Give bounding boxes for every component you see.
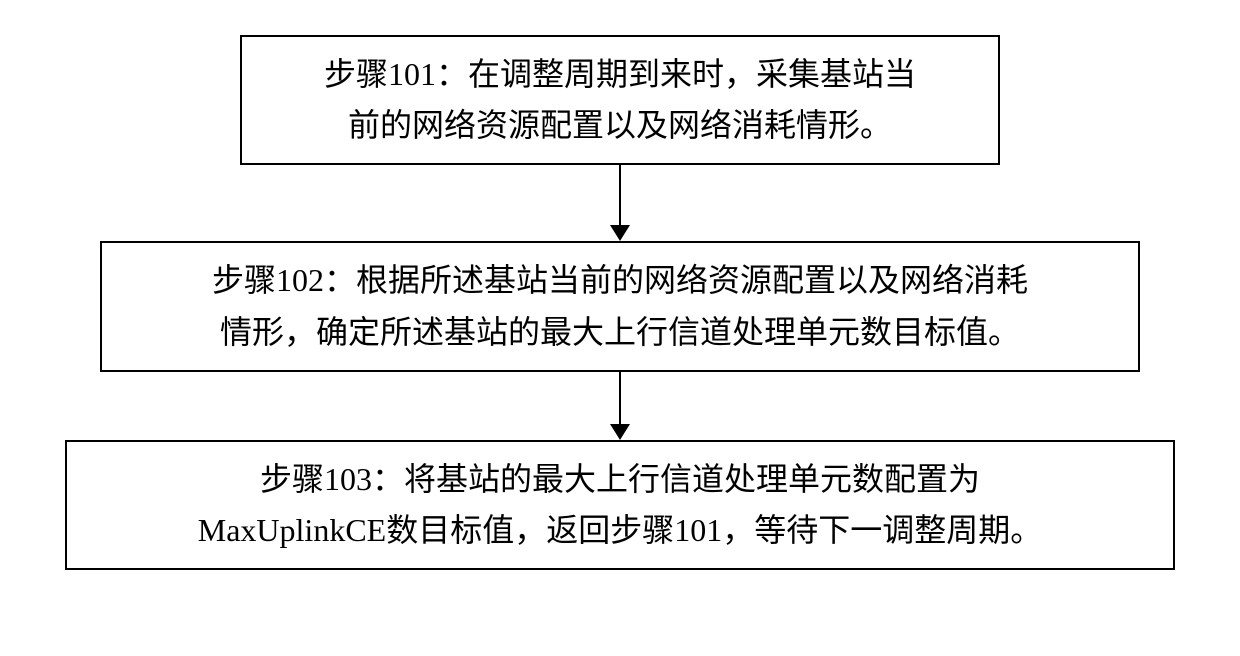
arrow-1-head bbox=[610, 225, 630, 241]
arrow-2 bbox=[610, 372, 630, 440]
flowchart-container: 步骤101：在调整周期到来时，采集基站当 前的网络资源配置以及网络消耗情形。 步… bbox=[65, 35, 1175, 570]
step-103-line1: 步骤103：将基站的最大上行信道处理单元数配置为 bbox=[260, 461, 980, 497]
step-101-box: 步骤101：在调整周期到来时，采集基站当 前的网络资源配置以及网络消耗情形。 bbox=[240, 35, 1000, 165]
step-101-line1: 步骤101：在调整周期到来时，采集基站当 bbox=[324, 56, 916, 92]
step-102-line2: 情形，确定所述基站的最大上行信道处理单元数目标值。 bbox=[220, 314, 1020, 350]
step-103-line2: MaxUplinkCE数目标值，返回步骤101，等待下一调整周期。 bbox=[198, 512, 1042, 548]
arrow-2-head bbox=[610, 424, 630, 440]
step-103-box: 步骤103：将基站的最大上行信道处理单元数配置为 MaxUplinkCE数目标值… bbox=[65, 440, 1175, 570]
arrow-1-line bbox=[619, 165, 621, 225]
step-102-line1: 步骤102：根据所述基站当前的网络资源配置以及网络消耗 bbox=[212, 262, 1028, 298]
arrow-1 bbox=[610, 165, 630, 241]
step-102-box: 步骤102：根据所述基站当前的网络资源配置以及网络消耗 情形，确定所述基站的最大… bbox=[100, 241, 1140, 371]
step-101-line2: 前的网络资源配置以及网络消耗情形。 bbox=[348, 107, 892, 143]
arrow-2-line bbox=[619, 372, 621, 424]
